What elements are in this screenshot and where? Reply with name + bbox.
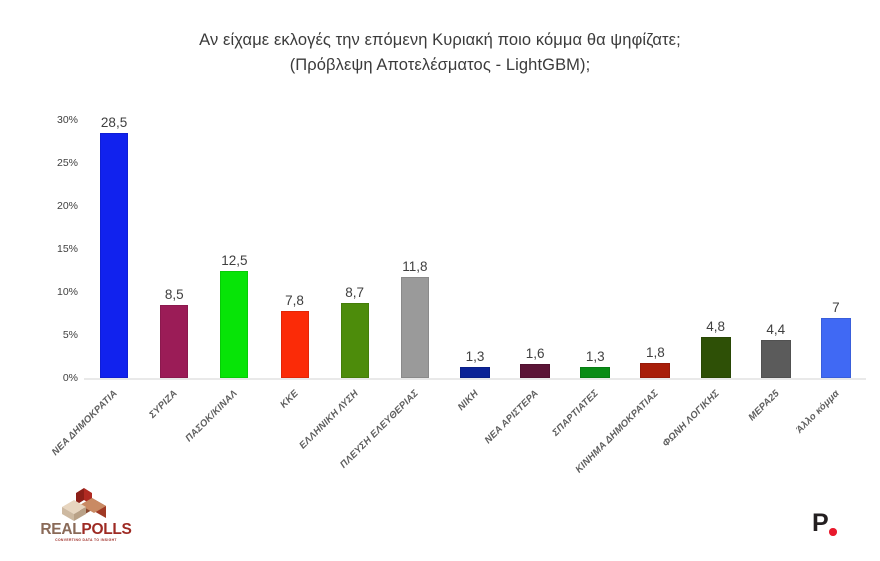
bar-slot: 11,8 [385, 120, 445, 378]
x-axis-label-slot: ΝΕΑ ΑΡΙΣΤΕΡΑ [483, 384, 565, 494]
pollster-letter: P [812, 509, 829, 537]
x-axis-baseline [84, 378, 866, 380]
brand-real: REAL [40, 521, 82, 538]
bar-slot: 8,5 [144, 120, 204, 378]
bar[interactable] [700, 336, 731, 378]
bar-value-label: 8,7 [345, 285, 365, 301]
x-axis-label-text: ΝΕΑ ΔΗΜΟΚΡΑΤΙΑ [49, 388, 120, 458]
bar[interactable] [760, 340, 791, 378]
x-axis-label-slot: ΠΛΕΥΣΗ ΕΛΕΥΘΕΡΙΑΣ [338, 384, 445, 494]
bar-slot: 7 [806, 120, 866, 378]
bar-value-label: 4,8 [706, 318, 725, 334]
x-axis-label-slot: ΦΩΝΗ ΛΟΓΙΚΗΣ [660, 384, 746, 494]
x-axis-label-slot: ΜΕΡΑ25 [746, 384, 806, 494]
bar[interactable] [100, 132, 129, 378]
pollster-logo: P [812, 509, 846, 539]
bar-slot: 28,5 [84, 115, 144, 378]
bar-slot: 12,5 [204, 120, 264, 378]
chart-plot-frame: 0% 5% 10% 15% 20% 25% 30% 28,5 8,5 12,5 7,8 8,7 11,… [36, 114, 866, 388]
bar[interactable] [580, 366, 611, 378]
cube-logo-icon [58, 488, 110, 522]
bar-value-label: 11,8 [402, 258, 428, 274]
realpolls-logo: REALPOLLS CONVERTING DATA TO INSIGHT [30, 488, 142, 544]
bar-value-label: 4,4 [766, 322, 786, 338]
bar-value-label: 1,3 [585, 348, 605, 364]
chart-title: Αν είχαμε εκλογές την επόμενη Κυριακή πο… [0, 28, 880, 78]
y-axis-tick: 30% [56, 114, 78, 126]
x-axis-label-text: ΝΙΚΗ [455, 388, 481, 413]
x-axis-label-text: ΜΕΡΑ25 [746, 388, 782, 424]
bar[interactable] [520, 364, 551, 378]
bar-slot: 4,4 [746, 120, 806, 378]
realpolls-wordmark: REALPOLLS [30, 522, 142, 538]
y-axis-tick: 0% [62, 372, 78, 384]
bar[interactable] [280, 310, 309, 378]
brand-polls: POLLS [81, 521, 132, 538]
bar-value-label: 1,6 [525, 346, 545, 362]
bar[interactable] [640, 362, 671, 378]
bar[interactable] [459, 366, 490, 378]
y-axis-tick: 10% [56, 286, 78, 298]
bar[interactable] [400, 276, 429, 378]
chart-title-line2: (Πρόβλεψη Αποτελέσματος - LightGBM); [289, 56, 591, 74]
y-axis-tick: 20% [56, 200, 78, 212]
bar-slot: 8,7 [325, 120, 385, 378]
x-axis-label-slot: ΝΕΑ ΔΗΜΟΚΡΑΤΙΑ [50, 384, 144, 494]
x-axis-category-labels: ΝΕΑ ΔΗΜΟΚΡΑΤΙΑ ΣΥΡΙΖΑ ΠΑΣΟΚ/ΚΙΝΑΛ ΚΚΕ ΕΛΛΗΝΙ… [50, 384, 866, 494]
realpolls-tagline: CONVERTING DATA TO INSIGHT [55, 538, 117, 542]
bar-value-label: 1,3 [465, 348, 485, 364]
bar-slot: 1,8 [625, 120, 685, 378]
bar[interactable] [160, 304, 189, 378]
bar-value-label: 7 [832, 299, 840, 315]
bar-slot: 4,8 [686, 120, 746, 378]
y-axis: 0% 5% 10% 15% 20% 25% 30% [36, 114, 78, 384]
bar-value-label: 12,5 [221, 252, 248, 268]
bar-slot: 7,8 [264, 120, 324, 378]
x-axis-label-text: ΚΚΕ [277, 388, 301, 411]
bar[interactable] [820, 317, 851, 378]
bar-slot: 1,3 [445, 120, 505, 378]
bar-slot: 1,3 [565, 120, 625, 378]
bar-value-label: 7,8 [285, 292, 304, 308]
bar-value-label: 28,5 [100, 114, 128, 130]
bar-value-label: 1,8 [646, 344, 665, 360]
y-axis-tick: 15% [56, 243, 78, 255]
bar-value-label: 8,5 [164, 286, 184, 302]
y-axis-tick: 5% [62, 329, 78, 341]
bar-slot: 1,6 [505, 120, 565, 378]
chart-title-line1: Αν είχαμε εκλογές την επόμενη Κυριακή πο… [199, 31, 681, 49]
y-axis-tick: 25% [56, 157, 78, 169]
red-dot-icon [829, 528, 837, 536]
bar[interactable] [340, 303, 369, 378]
x-axis-label-text: ΣΥΡΙΖΑ [147, 388, 180, 421]
x-axis-label-slot: Άλλο κόμμα [794, 384, 866, 494]
bar[interactable] [220, 270, 249, 378]
x-axis-label-slot: ΠΑΣΟΚ/ΚΙΝΑΛ [184, 384, 264, 494]
plot-area: 28,5 8,5 12,5 7,8 8,7 11,8 1,3 1,6 1,3 1,8 4,8 4,4 7 [84, 115, 866, 380]
